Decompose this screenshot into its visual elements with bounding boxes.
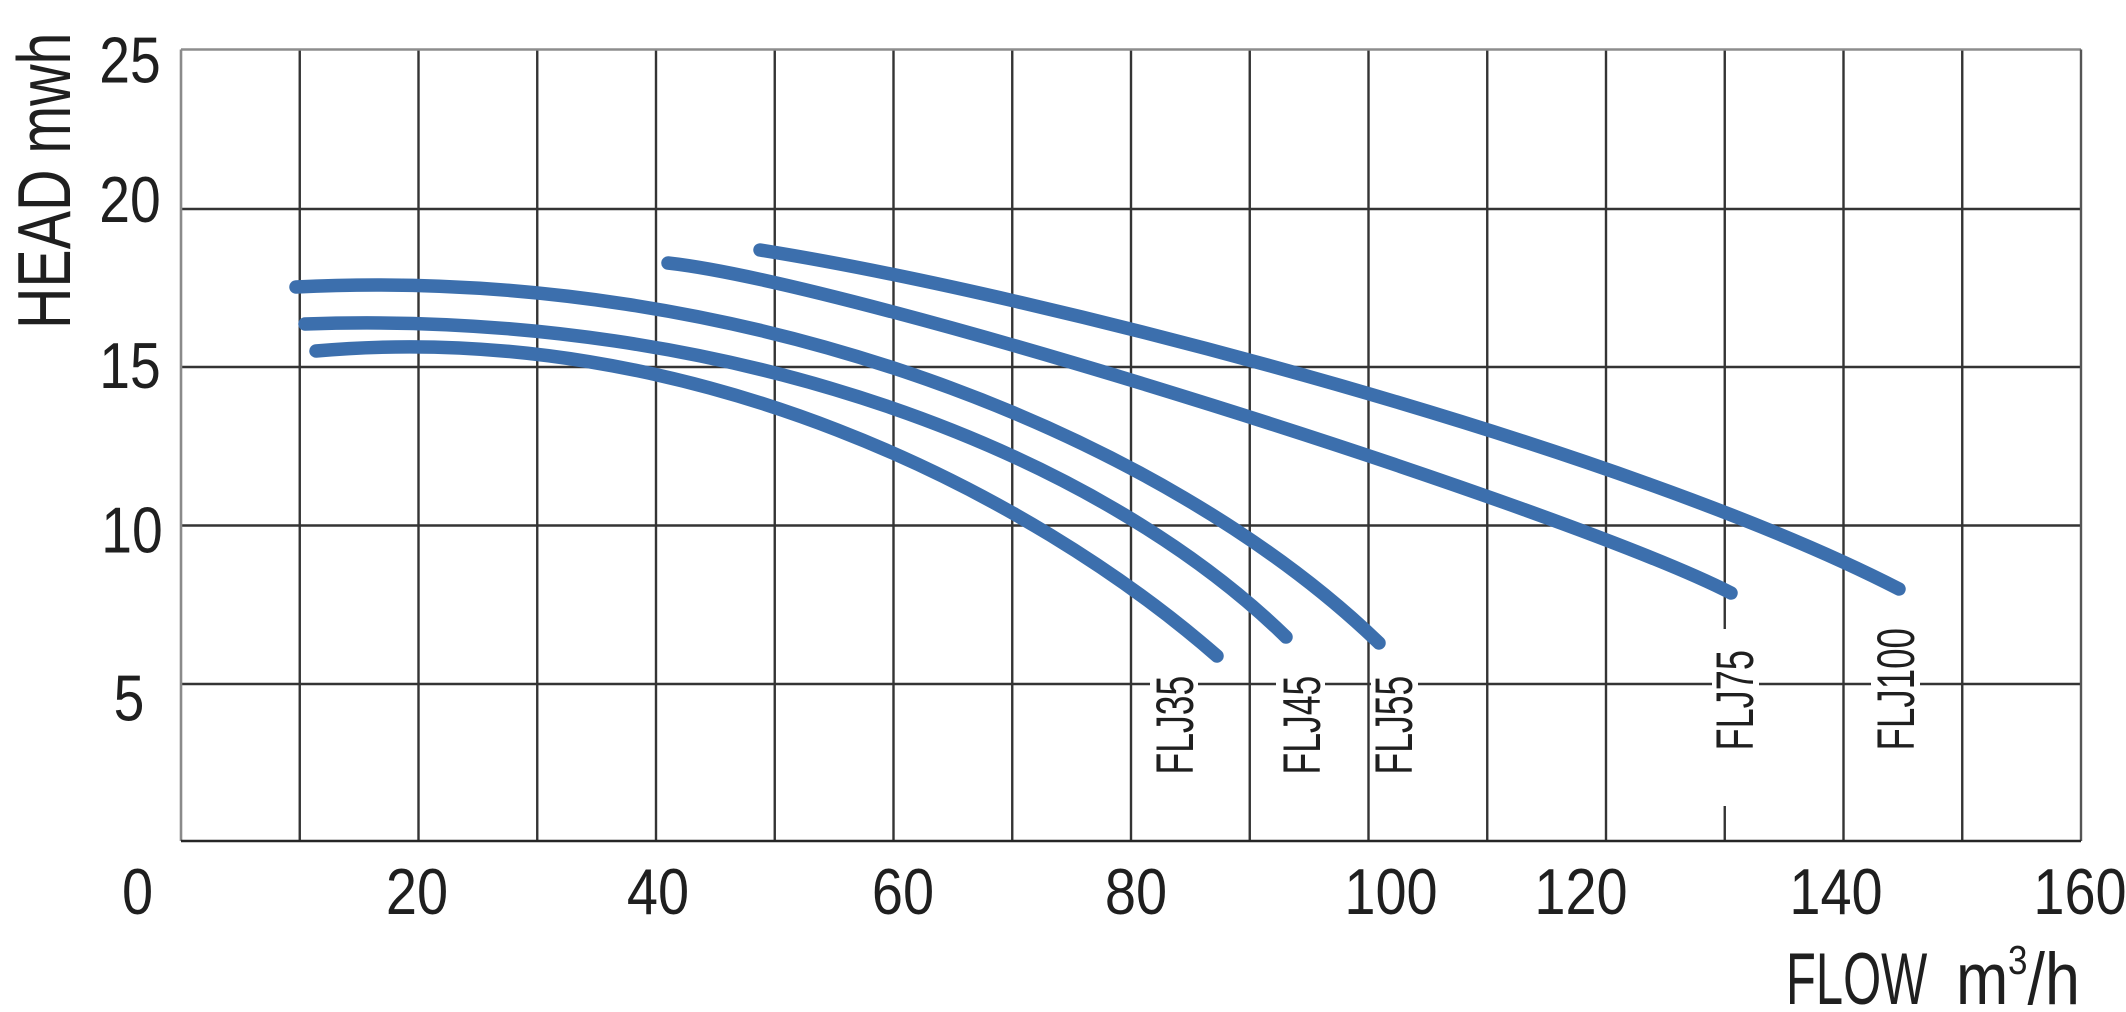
svg-text:120: 120 <box>1534 855 1627 928</box>
svg-text:0: 0 <box>122 855 153 928</box>
svg-text:FLJ35: FLJ35 <box>1145 676 1205 775</box>
svg-text:FLJ75: FLJ75 <box>1705 650 1765 750</box>
svg-text:/h: /h <box>2028 939 2080 1012</box>
svg-text:20: 20 <box>99 163 160 236</box>
svg-text:HEAD mwh: HEAD mwh <box>4 33 87 329</box>
svg-text:140: 140 <box>1789 855 1882 928</box>
svg-text:40: 40 <box>627 855 689 928</box>
svg-text:FLJ100: FLJ100 <box>1866 628 1925 750</box>
svg-text:m: m <box>1956 939 2008 1012</box>
svg-text:FLOW: FLOW <box>1786 939 1928 1012</box>
svg-text:FLJ55: FLJ55 <box>1364 676 1424 775</box>
svg-text:60: 60 <box>872 855 934 928</box>
svg-text:80: 80 <box>1105 855 1167 928</box>
svg-text:10: 10 <box>101 493 162 566</box>
svg-text:160: 160 <box>2033 855 2126 928</box>
svg-text:25: 25 <box>99 23 160 96</box>
svg-text:15: 15 <box>99 329 160 402</box>
svg-text:5: 5 <box>114 661 145 734</box>
svg-text:20: 20 <box>386 855 448 928</box>
svg-text:100: 100 <box>1344 855 1437 928</box>
svg-text:FLJ45: FLJ45 <box>1272 676 1332 775</box>
